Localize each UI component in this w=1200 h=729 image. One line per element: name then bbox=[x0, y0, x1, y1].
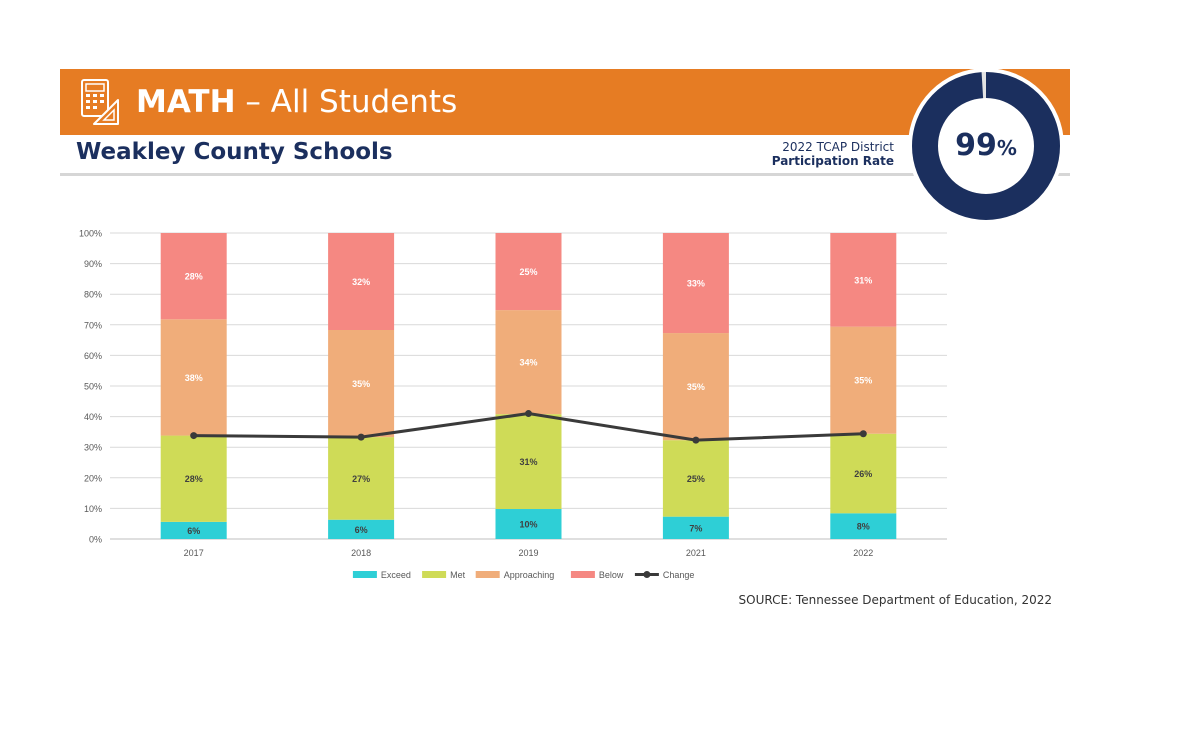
district-name: Weakley County Schools bbox=[76, 139, 393, 165]
x-tick-label: 2022 bbox=[853, 548, 873, 558]
y-tick-label: 20% bbox=[84, 473, 102, 483]
bar-segment bbox=[160, 435, 227, 522]
bar-segment bbox=[495, 233, 562, 311]
y-tick-label: 0% bbox=[89, 535, 102, 545]
bar-segment bbox=[328, 437, 395, 520]
data-label: 6% bbox=[187, 526, 200, 536]
legend-label: Met bbox=[450, 570, 466, 580]
data-label: 10% bbox=[519, 520, 537, 530]
y-tick-label: 50% bbox=[84, 382, 102, 392]
y-tick-label: 100% bbox=[79, 229, 102, 239]
bar-segment bbox=[830, 326, 897, 434]
y-tick-label: 40% bbox=[84, 412, 102, 422]
bar-segment bbox=[160, 521, 227, 539]
bar-segment bbox=[328, 330, 395, 438]
participation-unit: % bbox=[996, 136, 1017, 160]
bar-segment bbox=[328, 233, 395, 331]
y-tick-label: 70% bbox=[84, 320, 102, 330]
legend-marker bbox=[643, 571, 651, 578]
title-dash: – bbox=[245, 84, 261, 120]
data-label: 25% bbox=[687, 474, 705, 484]
data-label: 27% bbox=[352, 474, 370, 484]
data-label: 6% bbox=[355, 525, 368, 535]
data-label: 8% bbox=[857, 522, 870, 532]
participation-label-line2: Participation Rate bbox=[771, 154, 894, 168]
data-label: 33% bbox=[687, 279, 705, 289]
data-label: 35% bbox=[854, 376, 872, 386]
district-bar: Weakley County Schools 2022 TCAP Distric… bbox=[60, 135, 1070, 176]
bar-segment bbox=[160, 319, 227, 436]
bar-segment bbox=[495, 509, 562, 539]
bar-segment bbox=[495, 310, 562, 415]
student-group-label: All Students bbox=[270, 84, 458, 120]
data-label: 26% bbox=[854, 469, 872, 479]
participation-label: 2022 TCAP District Participation Rate bbox=[772, 140, 894, 168]
data-label: 38% bbox=[185, 373, 203, 383]
x-tick-label: 2021 bbox=[686, 548, 706, 558]
y-tick-label: 80% bbox=[84, 290, 102, 300]
legend-swatch bbox=[352, 571, 377, 578]
data-label: 25% bbox=[519, 267, 537, 277]
participation-rate: 99% bbox=[906, 126, 1066, 168]
x-tick-label: 2019 bbox=[518, 548, 538, 558]
donut-fill bbox=[912, 72, 1060, 220]
y-tick-label: 10% bbox=[84, 504, 102, 514]
data-label: 28% bbox=[185, 474, 203, 484]
source-note: SOURCE: Tennessee Department of Educatio… bbox=[738, 593, 1052, 607]
change-point bbox=[859, 430, 867, 438]
participation-label-line1: 2022 TCAP District bbox=[782, 140, 894, 154]
legend-swatch bbox=[570, 571, 595, 578]
change-point bbox=[525, 410, 532, 418]
legend-label: Below bbox=[599, 570, 624, 580]
legend-swatch bbox=[475, 571, 500, 578]
legend-label: Change bbox=[663, 570, 695, 580]
data-label: 34% bbox=[519, 358, 537, 368]
data-label: 31% bbox=[519, 457, 537, 467]
data-label: 7% bbox=[689, 523, 702, 533]
data-label: 35% bbox=[352, 379, 370, 389]
bar-segment bbox=[328, 519, 395, 539]
bar-segment bbox=[662, 233, 729, 334]
participation-value: 99 bbox=[955, 128, 997, 163]
page-title: MATH – All Students bbox=[136, 80, 457, 124]
x-tick-label: 2018 bbox=[351, 548, 371, 558]
bar-segment bbox=[160, 233, 227, 320]
legend-label: Approaching bbox=[504, 570, 555, 580]
y-tick-label: 90% bbox=[84, 259, 102, 269]
change-point bbox=[190, 432, 198, 440]
subject-label: MATH bbox=[136, 84, 236, 120]
bar-segment bbox=[830, 233, 897, 327]
bar-segment bbox=[662, 516, 729, 539]
legend-swatch bbox=[422, 571, 447, 578]
change-point bbox=[357, 433, 365, 441]
data-label: 28% bbox=[185, 272, 203, 282]
bar-segment bbox=[662, 440, 729, 517]
bar-segment bbox=[495, 414, 562, 510]
x-tick-label: 2017 bbox=[184, 548, 204, 558]
participation-donut bbox=[908, 68, 1064, 224]
bar-segment bbox=[662, 333, 729, 441]
calculator-ruler-icon bbox=[81, 79, 119, 125]
header-banner: MATH – All Students bbox=[60, 69, 1070, 135]
data-label: 31% bbox=[854, 275, 872, 285]
y-tick-label: 60% bbox=[84, 351, 102, 361]
bar-segment bbox=[830, 513, 897, 539]
y-tick-label: 30% bbox=[84, 443, 102, 453]
legend-label: Exceed bbox=[381, 570, 411, 580]
data-label: 35% bbox=[687, 382, 705, 392]
change-point bbox=[692, 436, 700, 444]
stacked-bar-chart: 0% 10% 20% 30% 40% 50% 60% 70% 80% 90% 100% 6% 28% 38… bbox=[79, 229, 947, 580]
data-label: 32% bbox=[352, 277, 370, 287]
bar-segment bbox=[830, 433, 897, 514]
